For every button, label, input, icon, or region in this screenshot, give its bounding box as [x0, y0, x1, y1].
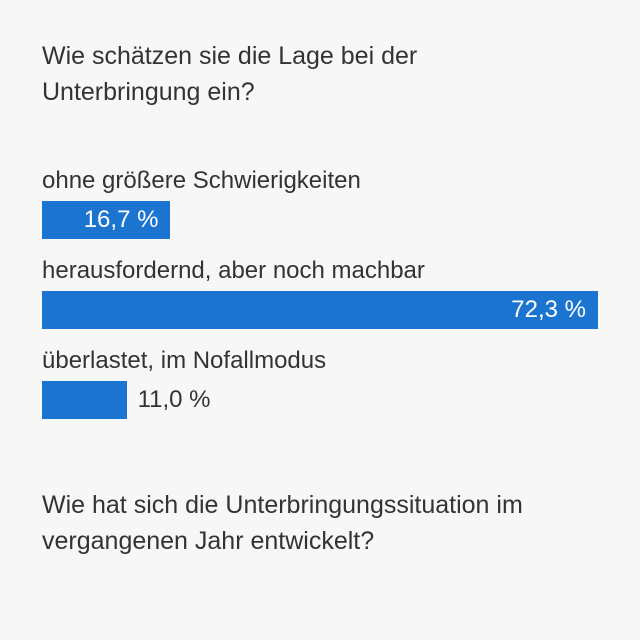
category-label: herausfordernd, aber noch machbar: [42, 257, 425, 284]
bar: [42, 381, 127, 419]
chart-title: Wie schätzen sie die Lage bei der Unterb…: [42, 42, 418, 106]
value-label: 11,0 %: [137, 386, 211, 413]
bar: [42, 201, 171, 239]
bar: [42, 291, 598, 329]
section-title: Wie hat sich die Unterbringungssituation…: [42, 491, 523, 555]
category-label: ohne größere Schwierigkeiten: [42, 167, 361, 194]
value-label: 72,3 %: [511, 296, 586, 323]
category-label: überlastet, im Nofallmodus: [42, 347, 327, 374]
value-label: 16,7 %: [83, 206, 159, 233]
